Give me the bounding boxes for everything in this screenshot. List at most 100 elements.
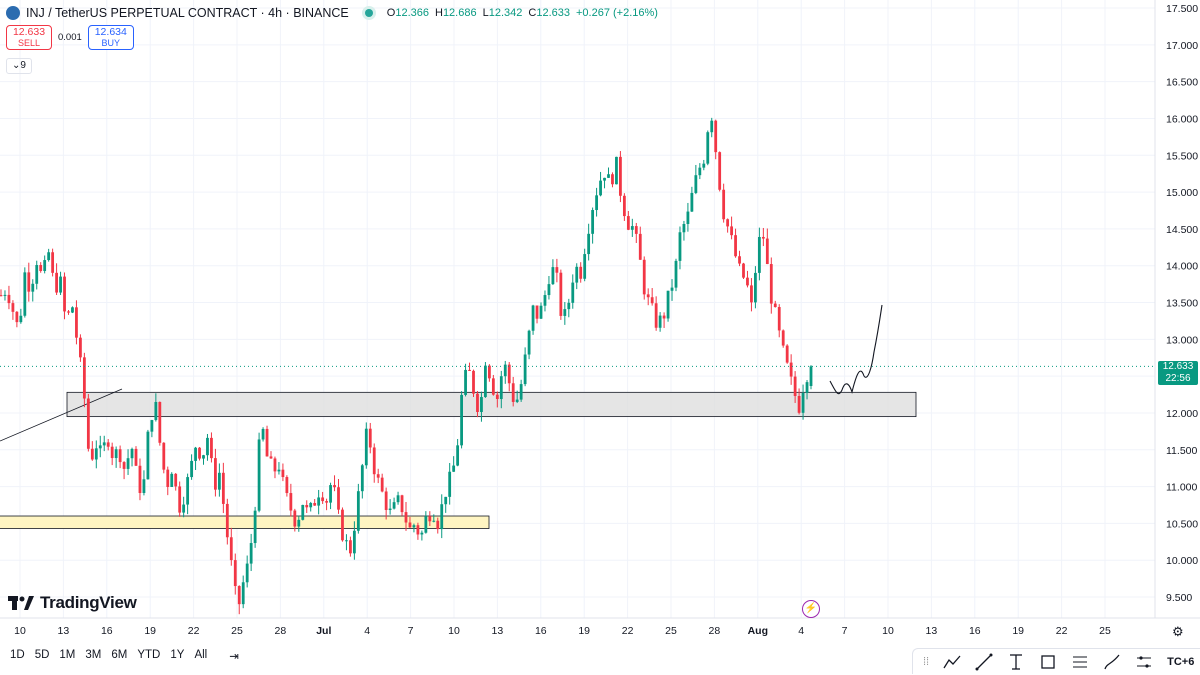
timezone-label[interactable]: TC+6 [1167, 655, 1195, 668]
candle-body [615, 156, 618, 185]
candle-body [174, 473, 178, 487]
bar-countdown: 22:56 [1165, 372, 1191, 384]
candle-body [718, 152, 722, 190]
measure-tool-icon[interactable] [1135, 653, 1153, 671]
price-tick-label: 12.000 [1166, 408, 1198, 420]
candle-body [622, 195, 626, 217]
ohlc-close: C12.633 [528, 7, 570, 19]
ohlc-open: O12.366 [386, 7, 429, 19]
candle-body [515, 399, 519, 402]
price-tick-label: 16.500 [1166, 77, 1198, 89]
ohlc-low: L12.342 [482, 7, 523, 19]
candle-body [734, 235, 737, 257]
candle-body [448, 471, 452, 497]
brush-tool-icon[interactable] [1103, 653, 1121, 671]
candle-body [495, 394, 499, 400]
symbol-title[interactable]: INJ / TetherUS PERPETUAL CONTRACT · 4h ·… [26, 6, 349, 20]
candle-body [730, 226, 733, 236]
candle-body [317, 497, 321, 506]
candle-body [404, 512, 408, 523]
price-tick-label: 13.000 [1166, 334, 1198, 346]
candle-body [289, 493, 293, 511]
candle-body [206, 437, 209, 456]
range-5d[interactable]: 5D [34, 649, 50, 661]
candle-body [674, 260, 678, 288]
candle-body [571, 282, 575, 303]
time-tick-label: 10 [882, 625, 894, 637]
rectangle-tool-icon[interactable] [1039, 653, 1057, 671]
candle-body [277, 469, 281, 472]
time-tick-label: 16 [535, 625, 547, 637]
candle-body [563, 309, 567, 316]
time-tick-label: 19 [578, 625, 590, 637]
candle-body [265, 428, 269, 457]
time-tick-label: 16 [101, 625, 113, 637]
market-status-icon[interactable] [364, 9, 373, 17]
candle-body [170, 473, 174, 487]
buy-label: BUY [101, 38, 121, 48]
time-tick-label: 19 [1012, 625, 1024, 637]
range-1y[interactable]: 1Y [170, 649, 185, 661]
trade-panel: 12.633 SELL 0.001 12.634 BUY [6, 25, 134, 50]
range-all[interactable]: All [194, 649, 208, 661]
date-range-icon[interactable]: ⇥ [229, 651, 239, 663]
fib-tool-icon[interactable] [1071, 653, 1089, 671]
time-tick-label: 25 [665, 625, 677, 637]
candle-body [456, 445, 460, 466]
time-tick-label: 13 [58, 625, 70, 637]
time-tick-label: 16 [969, 625, 981, 637]
candle-body [487, 365, 491, 379]
candle-body [809, 366, 813, 386]
candle-body [789, 362, 793, 377]
candle-body [420, 532, 424, 535]
range-ytd[interactable]: YTD [137, 649, 161, 661]
candle-body [797, 395, 801, 413]
candle-body [511, 383, 515, 402]
bottom-toolbar: 1D 5D 1M 3M 6M YTD 1Y All ⇥ [0, 643, 1200, 675]
candle-body [71, 307, 74, 313]
buy-button[interactable]: 12.634 BUY [87, 25, 134, 50]
candle-body [98, 445, 102, 449]
symbol-header[interactable]: INJ / TetherUS PERPETUAL CONTRACT · 4h ·… [6, 4, 658, 22]
candle-body [138, 465, 142, 493]
text-tool-icon[interactable] [1007, 653, 1025, 671]
lightning-icon[interactable]: ⚡ [802, 600, 820, 618]
candle-body [134, 448, 138, 466]
range-1d[interactable]: 1D [10, 649, 25, 661]
candle-body [777, 307, 781, 331]
gear-icon[interactable]: ⚙ [1172, 624, 1184, 639]
time-tick-label: 22 [1056, 625, 1068, 637]
range-1m[interactable]: 1M [59, 649, 76, 661]
candle-body [154, 401, 158, 421]
line-tool-icon[interactable] [975, 653, 993, 671]
price-tick-label: 15.500 [1166, 150, 1198, 162]
candle-body [313, 503, 317, 506]
time-axis: 10 13 16 19 22 25 28 Jul 4 7 10 13 16 19 22 25 28 Aug 4 7 10… [0, 617, 1200, 637]
candle-body [543, 295, 547, 306]
candle-body [698, 167, 702, 176]
candle-body [388, 508, 392, 510]
drag-handle-icon[interactable]: ⁞⁞ [923, 655, 930, 668]
time-tick-label: 7 [408, 625, 414, 637]
indicators-toggle[interactable]: ⌄9 [6, 58, 32, 74]
range-6m[interactable]: 6M [111, 649, 128, 661]
time-tick-label: 10 [448, 625, 460, 637]
candle-body [309, 503, 313, 508]
candle-body [607, 174, 610, 178]
tradingview-logo[interactable]: TradingView [8, 593, 137, 613]
candle-body [364, 428, 368, 466]
candle-body [642, 259, 646, 295]
candle-body [424, 516, 428, 533]
candle-body [484, 365, 487, 398]
candle-body [63, 276, 66, 312]
sell-button[interactable]: 12.633 SELL [6, 25, 52, 50]
candle-body [257, 439, 261, 511]
candle-body [452, 465, 456, 472]
candle-body [476, 393, 479, 413]
candle-body [261, 428, 265, 440]
range-3m[interactable]: 3M [85, 649, 102, 661]
trend-tool-icon[interactable] [943, 653, 961, 671]
candle-body [654, 303, 658, 328]
candle-body [39, 265, 43, 271]
